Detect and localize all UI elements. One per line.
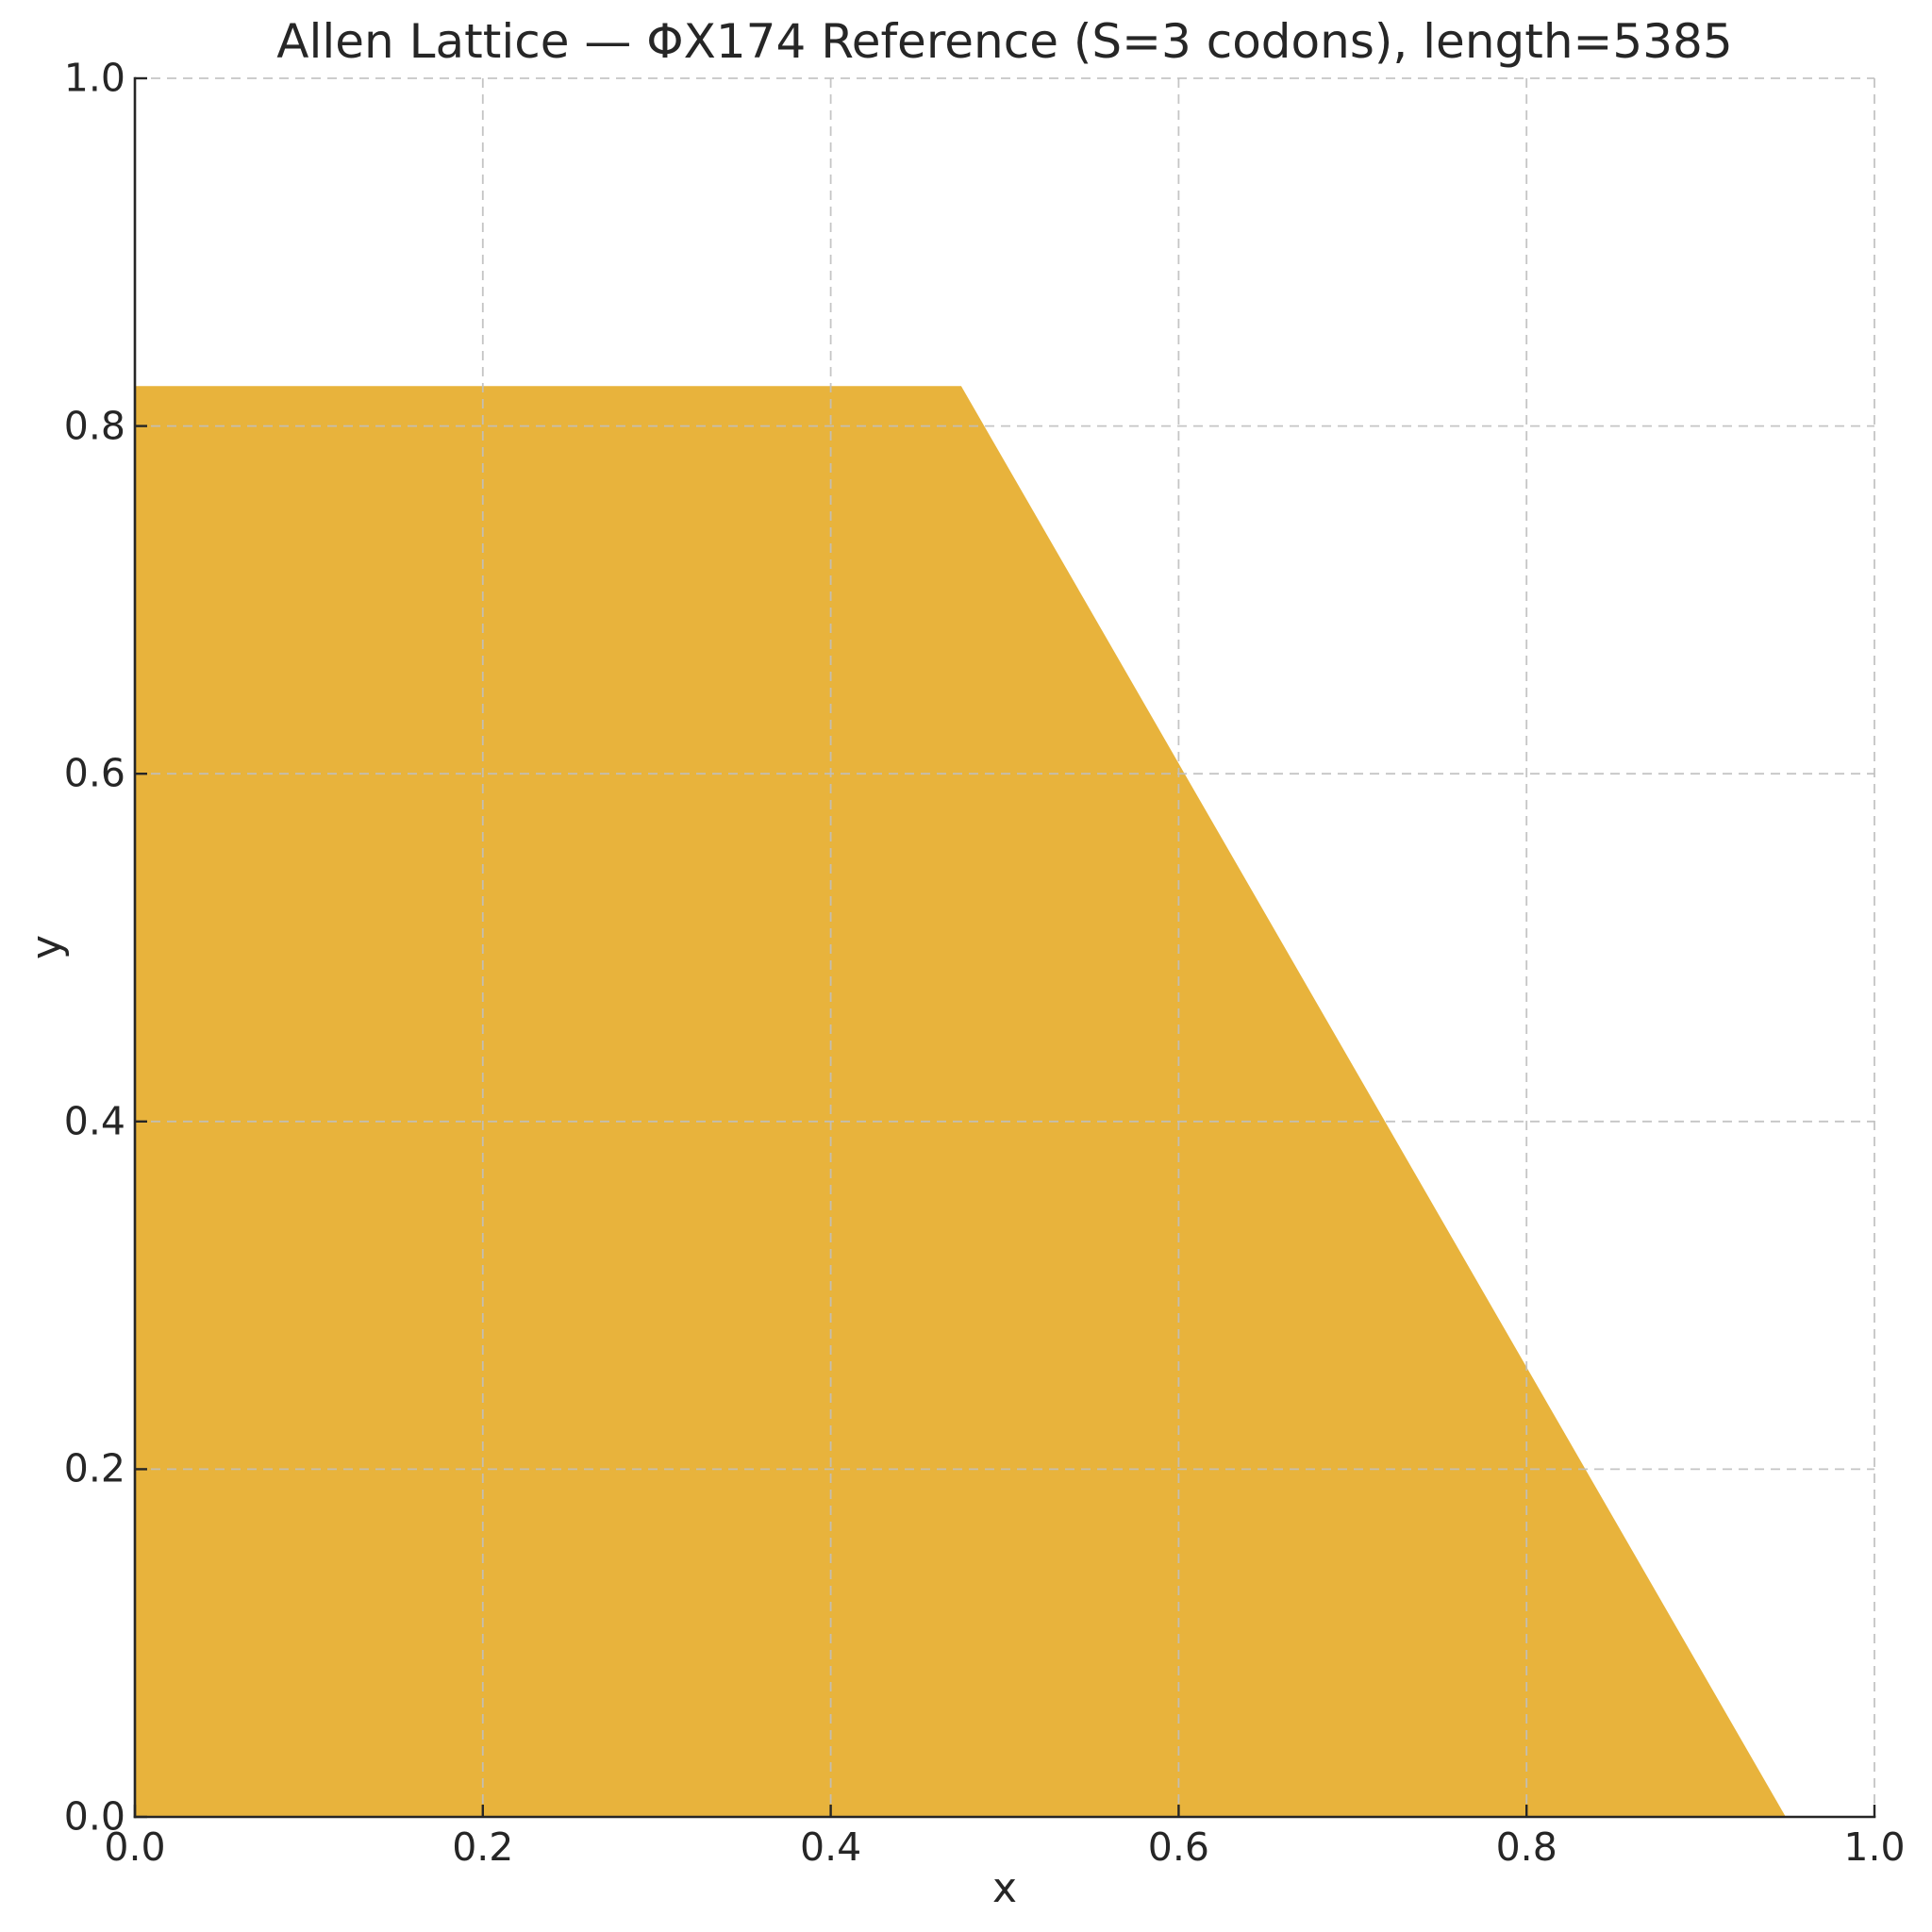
y-tick-label: 0.2 [63,1445,125,1491]
x-tick-label: 0.4 [799,1824,862,1870]
x-axis-label: x [991,1864,1018,1912]
y-tick-label: 0.6 [63,750,125,796]
chart-title: Allen Lattice — ΦX174 Reference (S=3 cod… [276,14,1733,69]
x-tick-label: 0.6 [1147,1824,1209,1870]
x-tick-label: 1.0 [1843,1824,1906,1870]
x-tick-label: 0.0 [104,1824,166,1870]
x-tick-label: 0.8 [1495,1824,1557,1870]
y-tick-label: 0.8 [63,403,125,449]
y-tick-label: 1.0 [63,55,125,101]
y-axis-label: y [23,934,71,960]
x-tick-label: 0.2 [452,1824,514,1870]
y-tick-label: 0.4 [63,1098,125,1144]
y-tick-label: 0.0 [63,1793,125,1840]
region-allen-lattice-region [135,386,1786,1818]
